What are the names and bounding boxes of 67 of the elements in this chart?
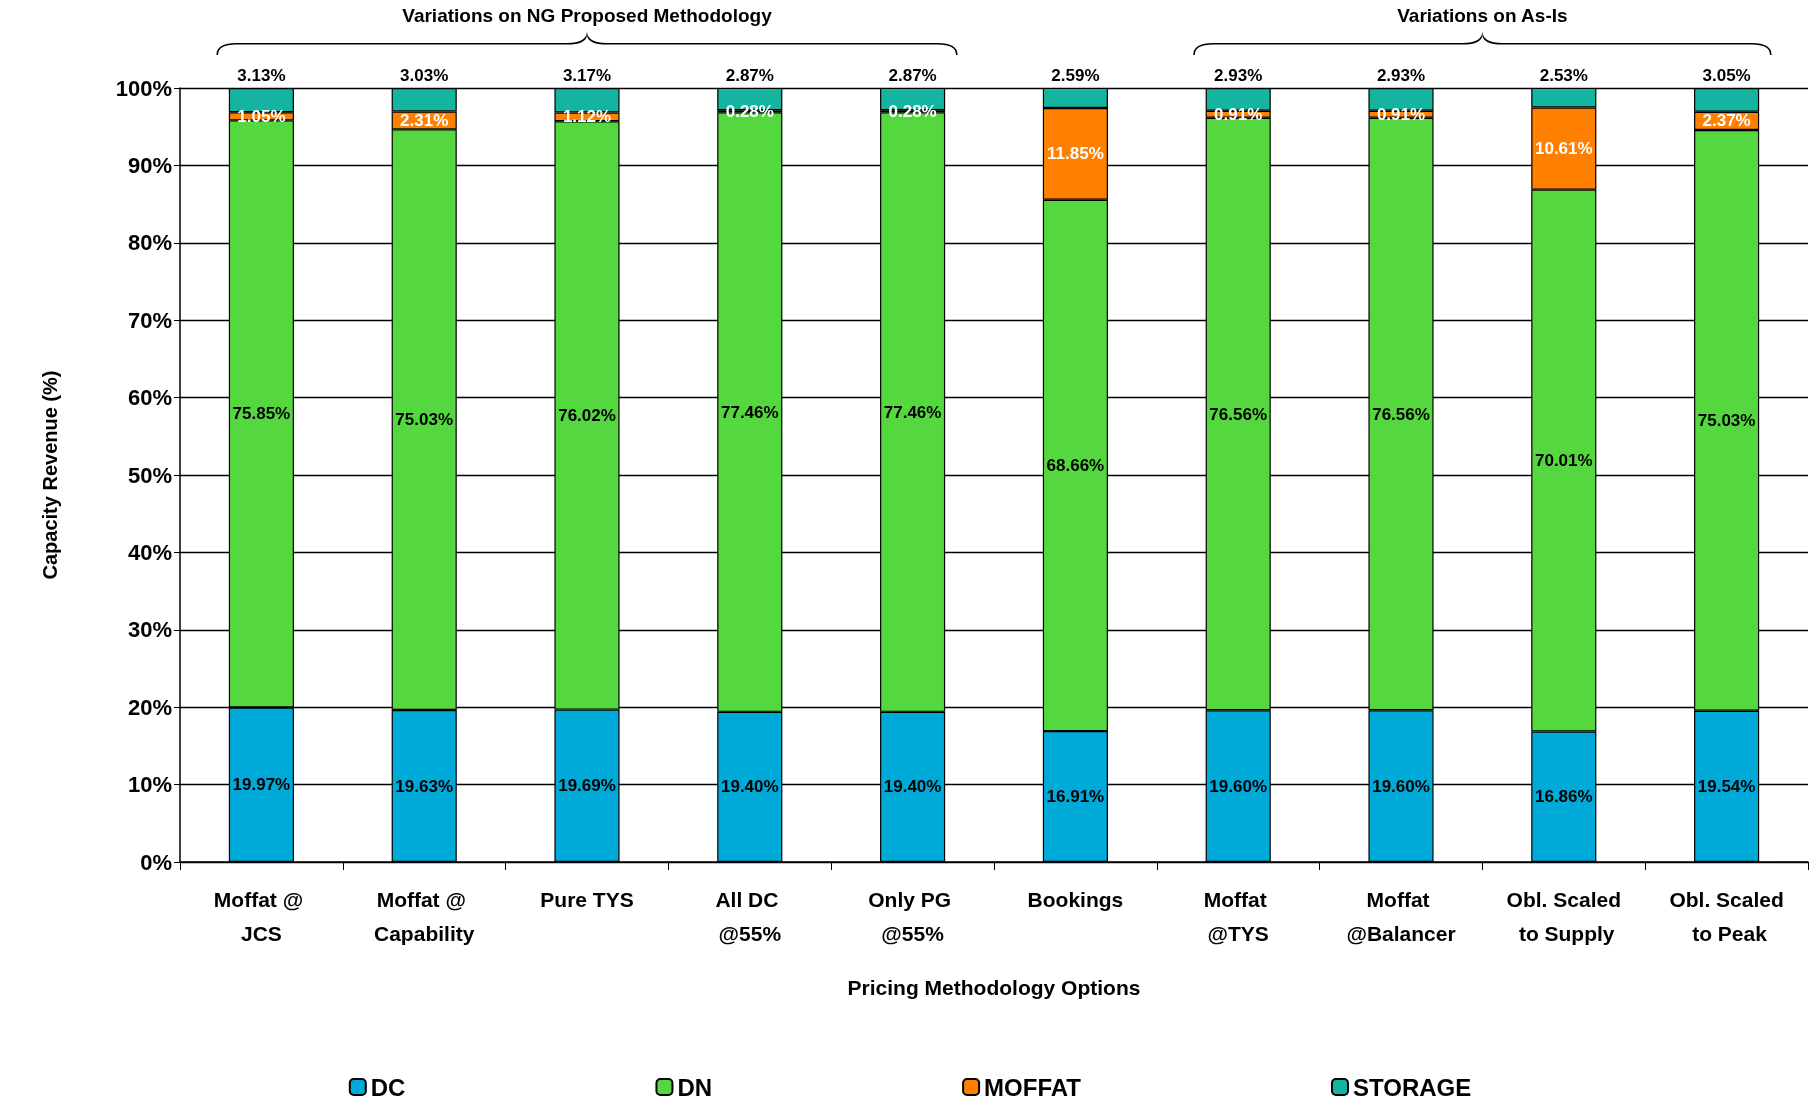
data-label: 3.17% [562, 66, 612, 85]
y-tick-label: 0% [140, 849, 172, 875]
data-label: 11.85% [1047, 144, 1104, 164]
y-tick-label: 20% [127, 694, 172, 720]
data-label: 19.40% [883, 777, 942, 797]
data-label: 19.60% [1372, 776, 1430, 796]
data-label: 76.56% [1372, 404, 1430, 424]
data-label: 68.66% [1046, 455, 1105, 475]
y-tick-label: 10% [127, 772, 172, 798]
data-label: 2.93% [1214, 66, 1263, 85]
data-label: 2.53% [1539, 65, 1588, 85]
data-label: 19.69% [558, 776, 616, 796]
data-label: 16.86% [1534, 787, 1593, 807]
data-label: 10.61% [1534, 139, 1593, 159]
x-axis-title: Pricing Methodology Options [847, 976, 1141, 999]
y-tick-label: 70% [127, 307, 172, 333]
data-label: 19.97% [232, 775, 291, 795]
data-label: 2.37% [1702, 111, 1751, 131]
x-tick-label: Moffat @ Capability [374, 887, 475, 945]
data-label: 75.85% [232, 404, 291, 424]
data-label: 2.31% [400, 110, 449, 130]
data-label: 19.63% [395, 776, 454, 796]
data-label: 75.03% [395, 410, 454, 430]
x-tick-label: Bookings [1027, 887, 1124, 911]
x-tick-label: Obl. Scaled to Peak [1669, 887, 1784, 945]
legend-label: DN [677, 1073, 713, 1101]
legend-label: MOFFAT [984, 1073, 1082, 1101]
data-label: 75.03% [1697, 410, 1756, 430]
y-tick-label: 30% [127, 617, 172, 643]
data-label: 0.91% [1376, 104, 1426, 124]
legend-label: STORAGE [1352, 1073, 1472, 1101]
x-tick-label: Moffat @ JCS [213, 887, 309, 945]
data-label: 76.56% [1209, 404, 1268, 424]
x-tick-label: Obl. Scaled to Supply [1506, 887, 1621, 945]
data-label: 19.40% [720, 777, 779, 797]
data-label: 77.46% [720, 402, 779, 422]
x-tick-label: Moffat @TYS [1203, 887, 1273, 945]
y-tick-label: 80% [127, 230, 172, 256]
data-label: 19.60% [1209, 776, 1268, 796]
data-label: 70.01% [1534, 451, 1593, 471]
data-label: 3.13% [237, 66, 286, 85]
data-label: 76.02% [558, 405, 616, 425]
x-tick-label: All DC @55% [715, 887, 785, 945]
data-label: 2.93% [1376, 66, 1426, 85]
data-label: 0.91% [1214, 104, 1263, 124]
y-axis-title: Capacity Revenue (%) [39, 370, 61, 580]
text: Variations on NG Proposed Methodology [402, 5, 773, 26]
legend-label: DC [370, 1073, 406, 1101]
data-label: 3.05% [1702, 66, 1751, 86]
y-tick-label: 100% [115, 75, 172, 101]
data-label: 77.46% [883, 402, 942, 422]
x-tick-label: Pure TYS [540, 887, 634, 911]
x-tick-label: Only PG @55% [868, 887, 957, 945]
y-tick-label: 40% [127, 539, 172, 565]
data-label: 0.28% [888, 101, 937, 121]
data-label: 0.28% [725, 101, 774, 121]
x-tick-label: Moffat @Balancer [1346, 887, 1456, 945]
text: Variations on As-Is [1397, 5, 1568, 26]
y-tick-label: 90% [127, 152, 172, 178]
y-tick-label: 60% [127, 385, 172, 411]
data-label: 2.87% [888, 65, 937, 85]
data-label: 3.03% [400, 66, 449, 85]
data-label: 2.59% [1051, 65, 1100, 85]
y-tick-label: 50% [127, 462, 172, 488]
data-label: 16.91% [1046, 787, 1105, 807]
data-label: 19.54% [1697, 776, 1756, 796]
data-label: 2.87% [725, 65, 774, 85]
